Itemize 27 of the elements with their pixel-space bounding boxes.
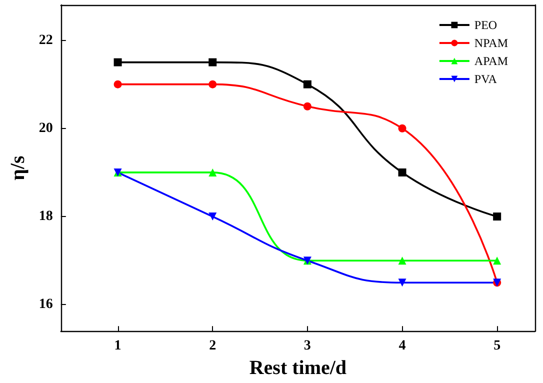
point [208,168,217,176]
y-tick-label: 22 [38,32,53,48]
point [398,256,406,265]
x-tick-label: 3 [304,338,311,354]
point [114,80,122,88]
legend-label: APAM [474,54,508,68]
point [303,102,312,110]
point [208,80,217,88]
y-axis-title: η/s [7,155,29,180]
point [303,80,312,88]
point [208,58,217,66]
point [493,256,502,265]
x-tick-label: 1 [114,338,122,354]
legend-label: NPAM [474,36,508,50]
y-tick-label: 18 [38,209,53,224]
point [398,124,406,132]
point [398,168,406,176]
legend-label: PEO [474,18,498,32]
legend-label: PVA [474,72,498,86]
x-tick-label: 5 [494,338,501,354]
x-tick-label: 2 [209,338,216,354]
y-tick-label: 16 [38,297,53,312]
point [493,212,502,221]
point [114,58,122,66]
x-tick-label: 4 [398,338,406,354]
y-tick-label: 20 [38,120,53,136]
x-axis-title: Rest time/d [249,357,347,379]
